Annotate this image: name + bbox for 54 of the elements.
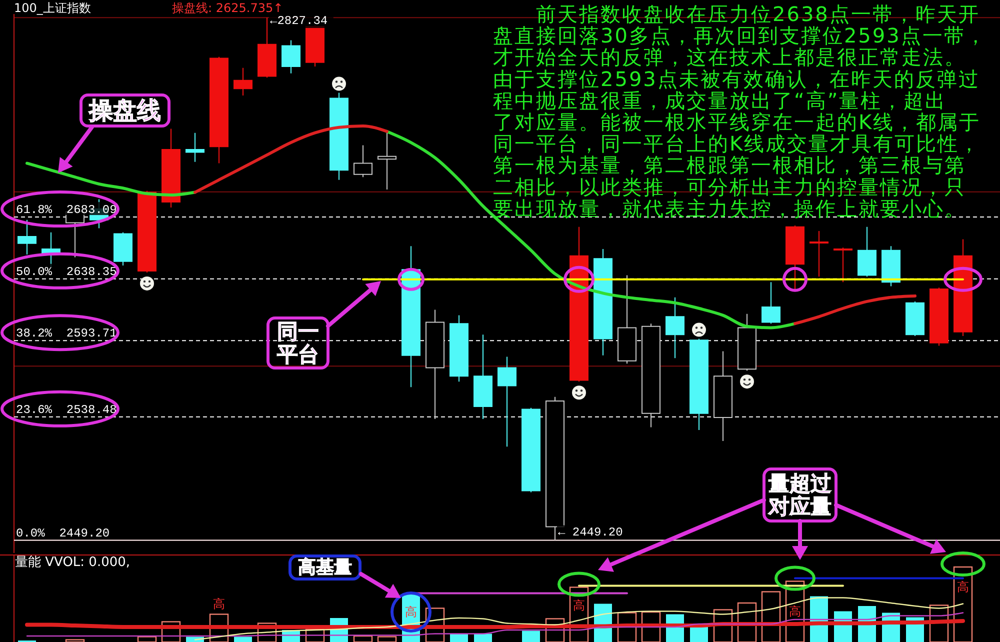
ref-line-label: 23.6% 2538.48 [16,402,117,417]
candlestick [810,230,828,278]
annotation: 高 [957,580,969,594]
candlestick [450,314,468,382]
candlestick [498,356,516,448]
candlestick [666,296,684,359]
candlestick [690,338,708,430]
candlestick [306,26,324,68]
candlestick [570,226,588,382]
candlestick [378,130,396,190]
candlestick [426,309,444,420]
candlestick [930,287,948,346]
annotation: 同一平台 [276,319,319,367]
candlestick [594,248,612,356]
ref-line-label: 61.8% 2683.09 [16,203,117,218]
chart-title: 量能 VVOL: 0.000, [15,554,130,570]
candlestick [234,67,252,96]
candlestick [330,92,348,180]
text: 前天指数收盘收在压力位2638点一带，昨天开盘直接回落30多点，再次回到支撑位2593点一带，才开始全天的反弹，这在技术上都是很正常走法。由于支撑位2593点未被有效确认，在昨天的反弹过程中抛压盘很重，成交量放出了“高”量柱，超出了对应量。能被一根水平线穿在一起的K线，都属于同一平台，同一平台上的K线成交量才具有可比性，第一根为基量，第二根跟第一根相比，第三根与第二相比，以此类推，可分析出主力的控量情况，只要出现放量，就代表主力失控，操作上就要小心。 [493,2,987,220]
candlestick [402,246,420,388]
candlestick [714,350,732,442]
candlestick [138,190,156,273]
candlestick [18,219,36,255]
candlestick [834,247,852,283]
annotation: 高 [573,598,585,612]
candlestick [786,224,804,290]
candlestick [762,282,780,324]
candlestick [354,144,372,178]
annotation: 高基量 [298,557,352,578]
candlestick [210,56,228,164]
candlestick [114,232,132,266]
candlestick [186,132,204,162]
annotation: 操盘线: 2625.735↑ [172,1,284,15]
candlestick [522,407,540,493]
candlestick [882,246,900,287]
candlestick [642,323,660,428]
candlestick [474,334,492,420]
annotation: ←2827.34 [270,14,328,28]
annotation: ← 2449.20 [558,525,623,540]
annotation: 操盘线 [88,96,161,124]
candlestick [906,300,924,337]
candlestick [162,128,180,208]
candlestick [954,238,972,337]
candlestick [738,313,756,372]
candlestick [858,226,876,278]
annotation: 高 [405,605,417,619]
annotation: 高 [789,604,801,618]
ref-line-label: 38.2% 2593.71 [16,326,117,341]
candlestick [618,274,636,364]
ref-line-label: 50.0% 2638.35 [16,264,117,279]
ref-line-label: 0.0% 2449.20 [16,526,110,540]
candlestick [282,40,300,74]
annotation: 高 [213,597,225,612]
chart-title: 100_上证指数 [14,1,91,15]
